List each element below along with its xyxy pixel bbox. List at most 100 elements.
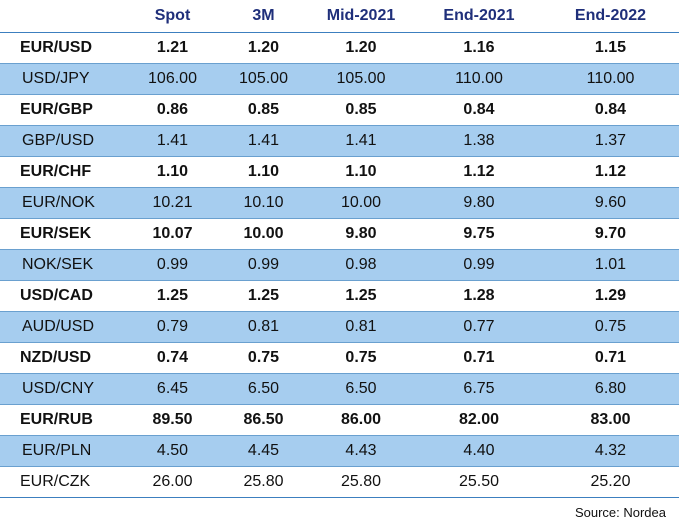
forecast-value-cell: 105.00 bbox=[221, 64, 306, 95]
forecast-value-cell: 1.41 bbox=[221, 126, 306, 157]
table-row: EUR/RUB 89.50 86.50 86.00 82.00 83.00 bbox=[0, 405, 679, 436]
table-row: USD/CNY 6.45 6.50 6.50 6.75 6.80 bbox=[0, 374, 679, 405]
forecast-value-cell: 82.00 bbox=[416, 405, 542, 436]
forecast-value-cell: 105.00 bbox=[306, 64, 416, 95]
forecast-value-cell: 0.85 bbox=[221, 95, 306, 126]
currency-pair-cell: USD/CNY bbox=[0, 374, 124, 405]
currency-pair-cell: EUR/CZK bbox=[0, 467, 124, 498]
forecast-value-cell: 1.41 bbox=[124, 126, 221, 157]
forecast-value-cell: 1.20 bbox=[306, 33, 416, 64]
forecast-value-cell: 0.81 bbox=[221, 312, 306, 343]
forecast-value-cell: 1.16 bbox=[416, 33, 542, 64]
table-row: EUR/GBP 0.86 0.85 0.85 0.84 0.84 bbox=[0, 95, 679, 126]
column-header-3m: 3M bbox=[221, 0, 306, 33]
forecast-value-cell: 4.32 bbox=[542, 436, 679, 467]
currency-pair-cell: EUR/RUB bbox=[0, 405, 124, 436]
table-row: USD/JPY 106.00 105.00 105.00 110.00 110.00 bbox=[0, 64, 679, 95]
forecast-value-cell: 1.10 bbox=[124, 157, 221, 188]
currency-pair-cell: EUR/CHF bbox=[0, 157, 124, 188]
forecast-value-cell: 10.21 bbox=[124, 188, 221, 219]
table-row: EUR/CZK 26.00 25.80 25.80 25.50 25.20 bbox=[0, 467, 679, 498]
forecast-value-cell: 0.85 bbox=[306, 95, 416, 126]
forecast-value-cell: 0.99 bbox=[221, 250, 306, 281]
forecast-value-cell: 0.79 bbox=[124, 312, 221, 343]
forecast-value-cell: 9.80 bbox=[306, 219, 416, 250]
currency-pair-cell: USD/CAD bbox=[0, 281, 124, 312]
forecast-value-cell: 83.00 bbox=[542, 405, 679, 436]
forecast-value-cell: 1.12 bbox=[416, 157, 542, 188]
forecast-value-cell: 86.00 bbox=[306, 405, 416, 436]
currency-pair-cell: EUR/PLN bbox=[0, 436, 124, 467]
table-header-row: Spot 3M Mid-2021 End-2021 End-2022 bbox=[0, 0, 679, 33]
forecast-value-cell: 9.60 bbox=[542, 188, 679, 219]
table-row: EUR/SEK 10.07 10.00 9.80 9.75 9.70 bbox=[0, 219, 679, 250]
forecast-value-cell: 1.10 bbox=[306, 157, 416, 188]
forecast-value-cell: 0.86 bbox=[124, 95, 221, 126]
forecast-value-cell: 110.00 bbox=[416, 64, 542, 95]
source-note: Source: Nordea bbox=[575, 505, 666, 520]
currency-pair-cell: AUD/USD bbox=[0, 312, 124, 343]
forecast-value-cell: 10.00 bbox=[306, 188, 416, 219]
forecast-value-cell: 4.50 bbox=[124, 436, 221, 467]
column-header-spot: Spot bbox=[124, 0, 221, 33]
table-row: GBP/USD 1.41 1.41 1.41 1.38 1.37 bbox=[0, 126, 679, 157]
forecast-value-cell: 6.50 bbox=[221, 374, 306, 405]
forecast-value-cell: 0.98 bbox=[306, 250, 416, 281]
column-header-end-2021: End-2021 bbox=[416, 0, 542, 33]
forecast-value-cell: 1.20 bbox=[221, 33, 306, 64]
forecast-value-cell: 10.10 bbox=[221, 188, 306, 219]
forecast-value-cell: 9.75 bbox=[416, 219, 542, 250]
currency-pair-cell: NOK/SEK bbox=[0, 250, 124, 281]
forecast-value-cell: 0.84 bbox=[416, 95, 542, 126]
table-row: EUR/NOK 10.21 10.10 10.00 9.80 9.60 bbox=[0, 188, 679, 219]
forecast-value-cell: 0.77 bbox=[416, 312, 542, 343]
forecast-value-cell: 0.75 bbox=[221, 343, 306, 374]
forecast-value-cell: 26.00 bbox=[124, 467, 221, 498]
currency-pair-cell: EUR/GBP bbox=[0, 95, 124, 126]
currency-pair-cell: EUR/NOK bbox=[0, 188, 124, 219]
forecast-value-cell: 1.25 bbox=[306, 281, 416, 312]
forecast-value-cell: 1.25 bbox=[124, 281, 221, 312]
forecast-value-cell: 0.75 bbox=[306, 343, 416, 374]
currency-pair-cell: EUR/USD bbox=[0, 33, 124, 64]
forecast-value-cell: 86.50 bbox=[221, 405, 306, 436]
currency-pair-cell: EUR/SEK bbox=[0, 219, 124, 250]
forecast-value-cell: 4.40 bbox=[416, 436, 542, 467]
forecast-value-cell: 106.00 bbox=[124, 64, 221, 95]
forecast-value-cell: 1.10 bbox=[221, 157, 306, 188]
forecast-value-cell: 1.25 bbox=[221, 281, 306, 312]
forecast-value-cell: 6.45 bbox=[124, 374, 221, 405]
forecast-value-cell: 1.37 bbox=[542, 126, 679, 157]
forecast-value-cell: 25.20 bbox=[542, 467, 679, 498]
forecast-value-cell: 0.74 bbox=[124, 343, 221, 374]
forecast-value-cell: 25.50 bbox=[416, 467, 542, 498]
forecast-value-cell: 0.99 bbox=[124, 250, 221, 281]
table-row: EUR/PLN 4.50 4.45 4.43 4.40 4.32 bbox=[0, 436, 679, 467]
forecast-value-cell: 0.84 bbox=[542, 95, 679, 126]
forecast-value-cell: 10.00 bbox=[221, 219, 306, 250]
column-header-mid-2021: Mid-2021 bbox=[306, 0, 416, 33]
currency-pair-cell: GBP/USD bbox=[0, 126, 124, 157]
fx-forecast-table: Spot 3M Mid-2021 End-2021 End-2022 EUR/U… bbox=[0, 0, 679, 498]
forecast-value-cell: 9.70 bbox=[542, 219, 679, 250]
currency-pair-cell: USD/JPY bbox=[0, 64, 124, 95]
forecast-value-cell: 1.41 bbox=[306, 126, 416, 157]
forecast-value-cell: 6.50 bbox=[306, 374, 416, 405]
forecast-value-cell: 0.99 bbox=[416, 250, 542, 281]
forecast-value-cell: 10.07 bbox=[124, 219, 221, 250]
forecast-value-cell: 4.45 bbox=[221, 436, 306, 467]
table-row: EUR/USD 1.21 1.20 1.20 1.16 1.15 bbox=[0, 33, 679, 64]
forecast-value-cell: 1.12 bbox=[542, 157, 679, 188]
forecast-value-cell: 0.75 bbox=[542, 312, 679, 343]
table-row: NOK/SEK 0.99 0.99 0.98 0.99 1.01 bbox=[0, 250, 679, 281]
forecast-value-cell: 25.80 bbox=[306, 467, 416, 498]
currency-pair-cell: NZD/USD bbox=[0, 343, 124, 374]
forecast-value-cell: 4.43 bbox=[306, 436, 416, 467]
forecast-value-cell: 0.81 bbox=[306, 312, 416, 343]
forecast-value-cell: 110.00 bbox=[542, 64, 679, 95]
forecast-value-cell: 6.80 bbox=[542, 374, 679, 405]
forecast-value-cell: 1.38 bbox=[416, 126, 542, 157]
forecast-value-cell: 1.29 bbox=[542, 281, 679, 312]
forecast-value-cell: 89.50 bbox=[124, 405, 221, 436]
